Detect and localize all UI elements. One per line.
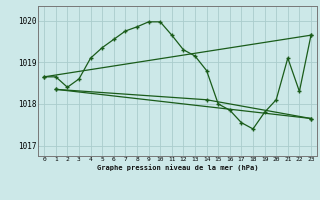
- X-axis label: Graphe pression niveau de la mer (hPa): Graphe pression niveau de la mer (hPa): [97, 164, 258, 171]
